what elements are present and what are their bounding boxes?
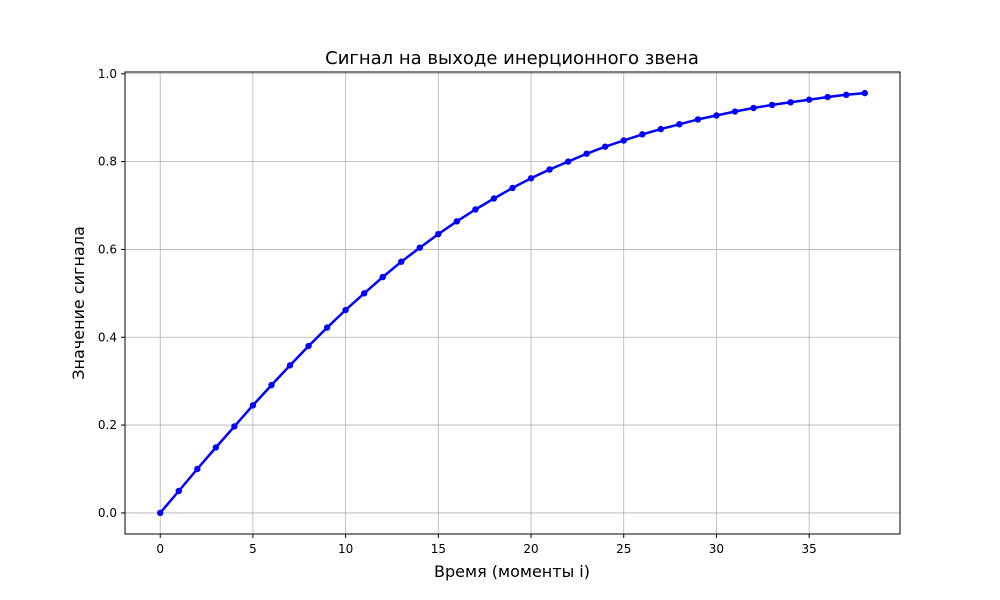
data-point — [509, 184, 516, 192]
data-point — [639, 131, 646, 138]
data-point — [472, 206, 479, 213]
y-tick-label: 0.6 — [98, 242, 117, 256]
x-tick-label: 5 — [249, 542, 257, 556]
chart-title: Сигнал на выходе инерционного звена — [325, 48, 699, 69]
y-tick-label: 0.0 — [98, 506, 117, 520]
data-point — [157, 509, 164, 517]
y-tick-label: 1.0 — [98, 67, 117, 81]
data-point — [212, 444, 220, 451]
data-point — [323, 324, 331, 331]
data-point — [861, 89, 868, 97]
x-tick-label: 10 — [338, 542, 353, 556]
data-point — [342, 306, 349, 314]
x-tick-label: 20 — [523, 542, 538, 556]
data-point — [583, 150, 590, 157]
y-tick-label: 0.8 — [98, 155, 117, 169]
y-tick-label: 0.2 — [98, 418, 117, 432]
data-point — [676, 121, 683, 128]
data-point — [694, 116, 702, 123]
grid — [125, 72, 900, 534]
data-point — [453, 218, 461, 225]
x-tick-label: 15 — [431, 542, 446, 556]
data-point — [805, 96, 813, 103]
data-point — [657, 125, 665, 133]
x-tick-label: 30 — [709, 542, 724, 556]
x-tick-label: 25 — [616, 542, 631, 556]
data-point — [768, 101, 776, 109]
data-point — [602, 143, 609, 150]
data-point — [175, 487, 182, 495]
data-point — [564, 158, 572, 165]
data-point — [620, 137, 627, 144]
data-point — [416, 244, 423, 251]
data-point — [398, 258, 405, 265]
data-point — [249, 402, 257, 409]
data-point — [527, 175, 535, 182]
plot-frame — [124, 71, 901, 535]
data-point — [360, 290, 368, 297]
data-point — [731, 108, 739, 115]
y-tick-label: 0.4 — [98, 330, 117, 344]
data-point — [194, 465, 201, 473]
x-tick-label: 0 — [156, 542, 164, 556]
data-point — [379, 273, 386, 281]
series-line — [159, 91, 865, 514]
data-point — [286, 362, 294, 369]
ticks: 0 5 10 15 20 25 30 35 0.0 0.2 0.4 0.6 0.8 1.0 — [98, 67, 817, 556]
data-point — [750, 104, 757, 112]
data-point — [490, 195, 498, 202]
y-axis-label: Значение сигнала — [69, 226, 88, 380]
data-point — [824, 93, 831, 101]
data-point — [268, 381, 275, 389]
data-point — [546, 166, 553, 173]
data-point — [435, 230, 442, 238]
series — [157, 89, 868, 517]
x-tick-label: 35 — [802, 542, 817, 556]
data-point — [305, 342, 312, 350]
data-point — [231, 423, 238, 430]
data-point — [787, 99, 794, 106]
data-point — [843, 91, 850, 99]
x-axis-label: Время (моменты i) — [434, 562, 590, 581]
data-point — [713, 112, 720, 119]
